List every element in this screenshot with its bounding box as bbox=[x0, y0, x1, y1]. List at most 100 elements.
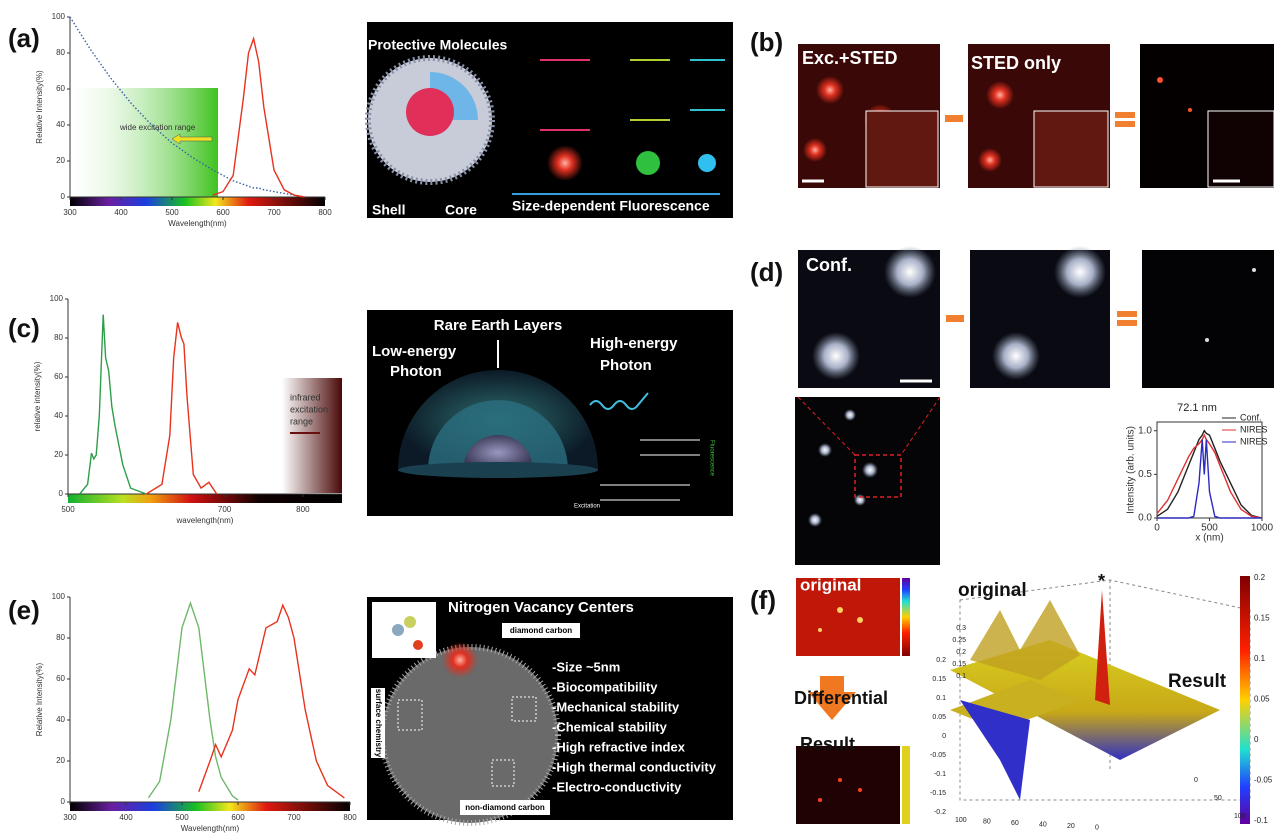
panel-label: (a) bbox=[8, 23, 40, 53]
inset-tick: 0.3 bbox=[956, 625, 966, 632]
label: non-diamond carbon bbox=[465, 803, 545, 812]
x-tick-label: 500 bbox=[165, 208, 179, 217]
z-tick: 0 bbox=[942, 733, 946, 740]
inset-tick: 0.1 bbox=[956, 673, 966, 680]
x-tick-label: 300 bbox=[63, 208, 77, 217]
z-tick: 0.05 bbox=[932, 714, 946, 721]
panel-label: (b) bbox=[750, 27, 783, 57]
annotation: infrared bbox=[290, 392, 321, 402]
annotation: 72.1 nm bbox=[1177, 402, 1217, 414]
nv-diagram: Nitrogen Vacancy Centers diamond carbon … bbox=[367, 597, 733, 823]
z-tick: 0.15 bbox=[932, 676, 946, 683]
y-tick: 50 bbox=[1214, 795, 1222, 802]
image-label: Result bbox=[800, 734, 855, 754]
x-tick-label: 500 bbox=[61, 505, 75, 514]
y-axis-label: relative intensity(%) bbox=[33, 361, 42, 431]
inset-tick: 0.2 bbox=[956, 649, 966, 656]
label: Low-energy bbox=[372, 343, 457, 360]
list-item: -Electro-conductivity bbox=[552, 779, 682, 794]
y-tick-label: 60 bbox=[54, 372, 63, 381]
x-tick-label: 700 bbox=[287, 813, 301, 822]
colorbar-tick: 0.2 bbox=[1254, 573, 1266, 582]
x-tick-label: 500 bbox=[175, 813, 189, 822]
y-tick: 100 bbox=[1234, 813, 1246, 820]
y-tick-label: 0 bbox=[59, 489, 64, 498]
annotation: excitation bbox=[290, 404, 328, 414]
y-tick-label: 20 bbox=[56, 156, 65, 165]
inset-tick: 0.25 bbox=[952, 637, 966, 644]
label: Differential bbox=[794, 688, 888, 708]
colorbar-tick: -0.05 bbox=[1254, 776, 1273, 785]
x-axis-label: Wavelength(nm) bbox=[168, 219, 227, 228]
list-item: -Biocompatibility bbox=[552, 679, 658, 694]
x-tick-label: 800 bbox=[318, 208, 332, 217]
legend-label: NIRES bbox=[1240, 436, 1268, 446]
x-tick-label: 0 bbox=[1154, 523, 1160, 534]
x-tick-label: 400 bbox=[119, 813, 133, 822]
x-tick-label: 300 bbox=[63, 813, 77, 822]
x-tick: 100 bbox=[955, 817, 967, 824]
x-axis-label: x (nm) bbox=[1195, 533, 1223, 544]
y-tick-label: 0 bbox=[61, 797, 66, 806]
panel-label: (e) bbox=[8, 595, 40, 625]
image-label: original bbox=[800, 575, 861, 594]
colorbar-tick: 0.05 bbox=[1254, 695, 1270, 704]
x-axis-label: wavelength(nm) bbox=[176, 516, 234, 525]
colorbar-tick: -0.1 bbox=[1254, 816, 1268, 825]
y-tick-label: 40 bbox=[54, 411, 63, 420]
list-item: -Mechanical stability bbox=[552, 699, 680, 714]
panel-label: (d) bbox=[750, 257, 783, 287]
y-tick-label: 100 bbox=[52, 12, 66, 21]
z-tick: -0.15 bbox=[930, 790, 946, 797]
y-tick-label: 100 bbox=[50, 294, 64, 303]
spectrum-bar bbox=[68, 494, 342, 503]
y-tick-label: 60 bbox=[56, 84, 65, 93]
x-tick-label: 1000 bbox=[1251, 523, 1274, 534]
legend-label: Conf. bbox=[1240, 412, 1262, 422]
y-axis-label: Relative Intensity(%) bbox=[35, 70, 44, 144]
list-item: -High thermal conductivity bbox=[552, 759, 717, 774]
y-axis-label: Relative Intensity(%) bbox=[35, 662, 44, 736]
spectrum-bar bbox=[70, 802, 350, 811]
y-tick: 0 bbox=[1194, 777, 1198, 784]
x-tick-label: 600 bbox=[216, 208, 230, 217]
y-tick-label: 40 bbox=[56, 120, 65, 129]
label: Result bbox=[1168, 671, 1227, 692]
label: Excitation bbox=[574, 504, 600, 510]
sted-images: Exc.+STED STED only bbox=[798, 44, 1274, 188]
figure: (a) (b) (c) (d) (e) (f) wide excitation … bbox=[0, 0, 1274, 836]
y-axis-label: Intensity (arb. units) bbox=[1126, 426, 1137, 514]
legend-label: NIRES bbox=[1240, 424, 1268, 434]
y-tick-label: 80 bbox=[54, 333, 63, 342]
list-item: -High refractive index bbox=[552, 739, 686, 754]
x-tick-label: 800 bbox=[296, 505, 310, 514]
x-tick-label: 600 bbox=[231, 813, 245, 822]
label: Core bbox=[445, 202, 477, 218]
x-tick: 60 bbox=[1011, 820, 1019, 827]
colorbar-tick: 0.15 bbox=[1254, 614, 1270, 623]
y-tick-label: 0.5 bbox=[1138, 469, 1152, 480]
y-tick-label: 100 bbox=[52, 592, 66, 601]
x-axis-label: Wavelength(nm) bbox=[181, 824, 240, 833]
y-tick-label: 1.0 bbox=[1138, 425, 1152, 436]
nanoparticle-diagram: Protective Molecules Shell Core Size-dep… bbox=[367, 22, 733, 218]
label: Fluorescence bbox=[708, 440, 714, 477]
z-tick: -0.1 bbox=[934, 771, 946, 778]
x-tick-label: 700 bbox=[218, 505, 232, 514]
x-tick-label: 800 bbox=[343, 813, 357, 822]
label: original bbox=[958, 580, 1027, 601]
z-tick: 0.1 bbox=[936, 695, 946, 702]
y-tick-label: 0.0 bbox=[1138, 513, 1152, 524]
upconversion-diagram: Rare Earth Layers Low-energy Photon High… bbox=[367, 310, 733, 516]
x-tick: 40 bbox=[1039, 821, 1047, 828]
image-label: Exc.+STED bbox=[802, 48, 898, 68]
image-label: STED only bbox=[971, 53, 1061, 73]
y-tick-label: 40 bbox=[56, 715, 65, 724]
annotation: range bbox=[290, 416, 313, 426]
x-tick: 20 bbox=[1067, 823, 1075, 830]
panel-label: (c) bbox=[8, 313, 40, 343]
list-item: -Size ~5nm bbox=[552, 659, 620, 674]
list-item: -Chemical stability bbox=[552, 719, 668, 734]
label: * bbox=[1098, 571, 1105, 591]
y-tick-label: 80 bbox=[56, 48, 65, 57]
